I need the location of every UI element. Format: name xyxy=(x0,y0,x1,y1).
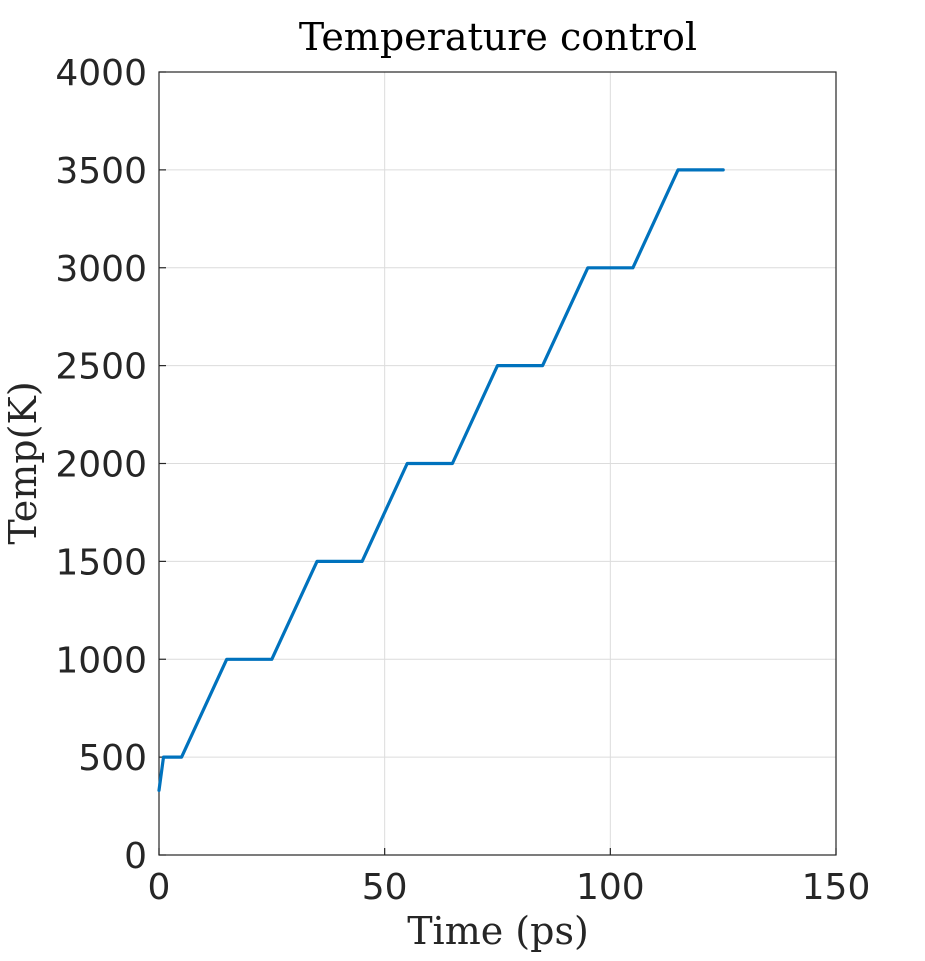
y-tick-label: 500 xyxy=(78,738,147,779)
x-axis-label: Time (ps) xyxy=(407,909,589,953)
y-tick-label: 3000 xyxy=(55,249,147,290)
x-tick-label: 150 xyxy=(802,867,871,908)
y-tick-label: 2000 xyxy=(55,445,147,486)
x-axis-ticks: 0 50 100 150 xyxy=(148,848,871,908)
x-tick-label: 50 xyxy=(362,867,408,908)
y-tick-label: 1000 xyxy=(55,640,147,681)
y-axis-label: Temp(K) xyxy=(1,381,45,544)
y-tick-label: 4000 xyxy=(55,53,147,94)
y-tick-label: 2500 xyxy=(55,347,147,388)
x-tick-label: 100 xyxy=(576,867,645,908)
y-tick-label: 3500 xyxy=(55,151,147,192)
x-tick-label: 0 xyxy=(148,867,171,908)
chart-title: Temperature control xyxy=(299,15,697,59)
y-tick-label: 0 xyxy=(124,836,147,877)
y-tick-label: 1500 xyxy=(55,542,147,583)
y-axis-ticks: 0 500 1000 1500 2000 2500 3000 3500 4000 xyxy=(55,53,166,877)
series-group xyxy=(157,168,725,793)
series-line-temperature xyxy=(157,168,725,793)
